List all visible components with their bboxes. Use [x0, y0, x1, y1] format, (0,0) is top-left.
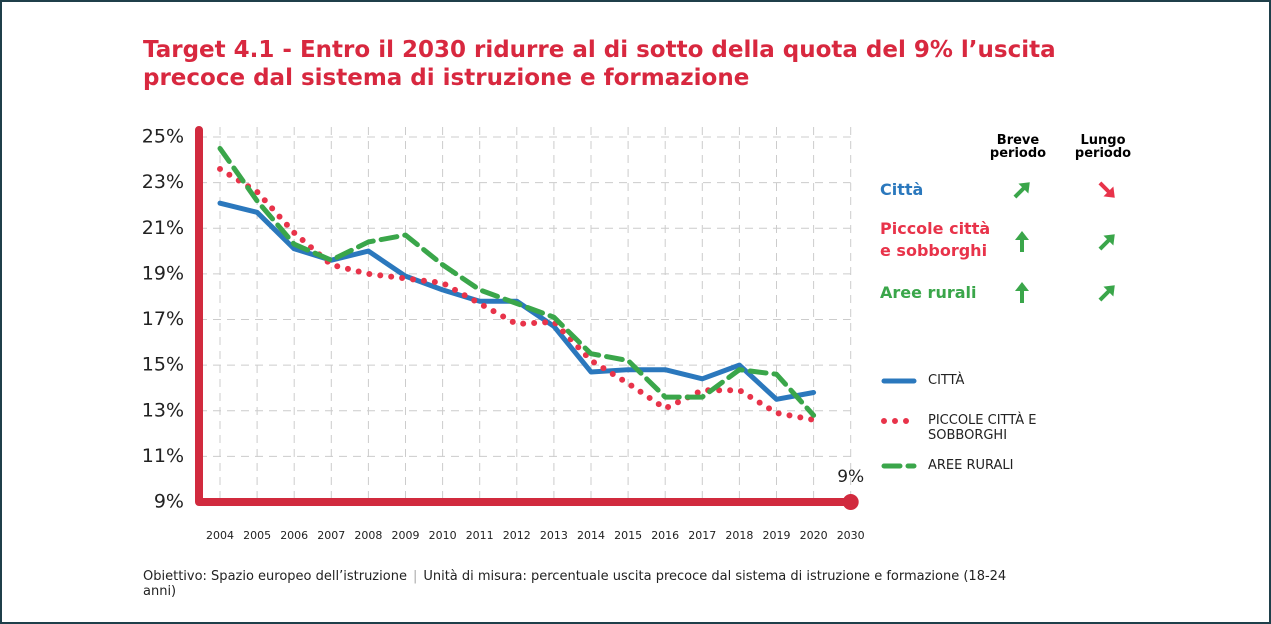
chart-title: Target 4.1 - Entro il 2030 ridurre al di… — [143, 37, 1056, 91]
x-tick-label: 2007 — [317, 529, 345, 542]
arrow-part — [1013, 186, 1026, 199]
trend-header: Lungo periodo — [1074, 133, 1132, 161]
arrow-part — [1015, 231, 1029, 240]
trend-arrow — [1098, 234, 1115, 251]
arrow-part — [1098, 238, 1111, 251]
trend-header: Breve periodo — [989, 133, 1047, 161]
arrow-part — [1018, 182, 1030, 194]
y-tick-label: 9% — [154, 491, 184, 513]
y-tick-label: 21% — [142, 217, 184, 239]
trend-arrow — [1098, 285, 1115, 302]
legend-label: PICCOLE CITTÀ E SOBBORGHI — [928, 413, 1037, 443]
x-tick-label: 2020 — [800, 529, 828, 542]
x-tick-label: 2012 — [503, 529, 531, 542]
y-tick-label: 11% — [142, 445, 184, 467]
y-tick-label: 25% — [142, 126, 184, 148]
legend-label: AREE RURALI — [928, 458, 1014, 473]
trend-arrow — [1015, 231, 1029, 252]
x-tick-label: 2030 — [837, 529, 865, 542]
arrow-part — [1098, 289, 1111, 302]
arrow-part — [1098, 181, 1111, 194]
trend-row-label: Città — [880, 180, 924, 199]
x-tick-label: 2016 — [651, 529, 679, 542]
x-tick-label: 2008 — [354, 529, 382, 542]
y-tick-label: 13% — [142, 399, 184, 421]
x-tick-label: 2010 — [429, 529, 457, 542]
trend-row-label: Aree rurali — [880, 283, 977, 302]
y-tick-label: 17% — [142, 308, 184, 330]
footer: Obiettivo: Spazio europeo dell’istruzion… — [143, 569, 1043, 599]
series-line — [217, 145, 817, 418]
x-tick-label: 2018 — [725, 529, 753, 542]
trend-row-label: Piccole città e sobborghi — [880, 219, 991, 260]
y-tick-label: 15% — [142, 354, 184, 376]
trend-arrow — [1015, 282, 1029, 303]
arrow-part — [1103, 186, 1115, 198]
x-tick-label: 2013 — [540, 529, 568, 542]
trend-arrow — [1098, 181, 1115, 198]
arrow-part — [1103, 285, 1115, 297]
y-tick-label: 19% — [142, 262, 184, 284]
x-tick-label: 2005 — [243, 529, 271, 542]
target-label: 9% — [837, 467, 864, 487]
x-tick-label: 2006 — [280, 529, 308, 542]
trend-arrow — [1013, 182, 1030, 199]
target-dot — [842, 494, 859, 510]
x-tick-label: 2014 — [577, 529, 605, 542]
separator: | — [412, 569, 418, 584]
y-tick-label: 23% — [142, 171, 184, 193]
x-tick-label: 2009 — [392, 529, 420, 542]
x-tick-label: 2019 — [763, 529, 791, 542]
arrow-part — [1103, 234, 1115, 246]
arrow-part — [1015, 282, 1029, 291]
objective: Obiettivo: Spazio europeo dell’istruzion… — [143, 569, 407, 584]
x-tick-label: 2011 — [466, 529, 494, 542]
unit: Unità di misura: percentuale uscita prec… — [143, 569, 1007, 599]
x-tick-label: 2017 — [688, 529, 716, 542]
x-tick-label: 2015 — [614, 529, 642, 542]
x-tick-label: 2004 — [206, 529, 234, 542]
legend-label: CITTÀ — [928, 373, 965, 388]
